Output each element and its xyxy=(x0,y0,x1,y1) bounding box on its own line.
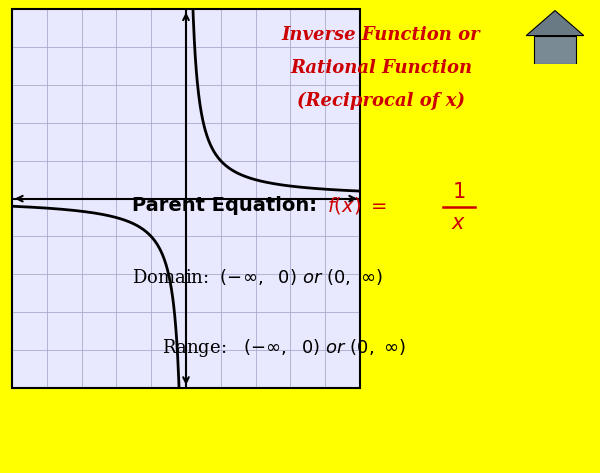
Text: Domain:  $\left(-\infty,\ \ 0\right)\ \mathit{or}\ \left(0,\ \infty\right)$: Domain: $\left(-\infty,\ \ 0\right)\ \ma… xyxy=(132,267,383,287)
Text: $f(x)\ =$: $f(x)\ =$ xyxy=(327,195,387,216)
Text: $x$: $x$ xyxy=(451,213,467,233)
Text: Rational Function: Rational Function xyxy=(290,59,472,77)
Text: Range:   $\left(-\infty,\ \ 0\right)\ \mathit{or}\ \left(0,\ \infty\right)$: Range: $\left(-\infty,\ \ 0\right)\ \mat… xyxy=(162,337,406,359)
Text: (Reciprocal of x): (Reciprocal of x) xyxy=(297,92,465,111)
Text: $1$: $1$ xyxy=(452,182,466,201)
Polygon shape xyxy=(526,10,584,35)
Polygon shape xyxy=(534,35,576,64)
Text: Parent Equation:: Parent Equation: xyxy=(132,196,317,215)
Text: Inverse Function or: Inverse Function or xyxy=(281,26,481,44)
